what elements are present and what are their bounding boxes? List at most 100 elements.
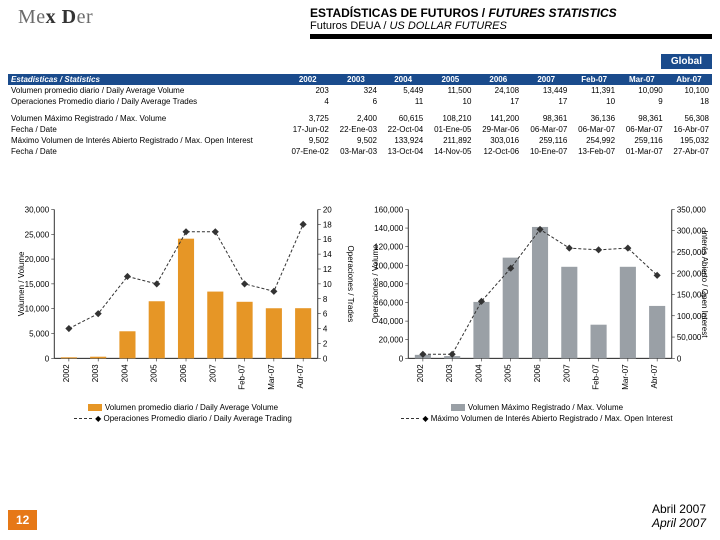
cell: 06-Mar-07	[522, 124, 570, 135]
cell: 211,892	[426, 135, 474, 146]
svg-text:2007: 2007	[208, 364, 217, 382]
chart-max-volume: 020,00040,00060,00080,000100,000120,0001…	[366, 184, 708, 424]
svg-text:4: 4	[323, 325, 328, 334]
svg-text:14: 14	[323, 250, 332, 259]
cell: 56,308	[666, 113, 712, 124]
svg-text:2: 2	[323, 339, 328, 348]
cell: 11,391	[570, 85, 618, 96]
col-header: 2002	[284, 74, 332, 85]
svg-text:2007: 2007	[562, 364, 571, 382]
svg-text:Abr-07: Abr-07	[296, 364, 305, 389]
cell: 2,400	[332, 113, 380, 124]
cell: 303,016	[474, 135, 522, 146]
cell: 9,502	[284, 135, 332, 146]
header-title-a: ESTADÍSTICAS DE FUTUROS /	[310, 6, 488, 20]
cell: 07-Ene-02	[284, 146, 332, 157]
legend-bar1: Volumen promedio diario / Daily Average …	[105, 403, 278, 412]
row-label: Fecha / Date	[8, 146, 284, 157]
cell: 22-Oct-04	[380, 124, 426, 135]
svg-text:18: 18	[323, 220, 332, 229]
legend-bar2: Volumen Máximo Registrado / Max. Volume	[468, 403, 623, 412]
cell: 10	[426, 96, 474, 107]
cell: 195,032	[666, 135, 712, 146]
row-label: Operaciones Promedio diario / Daily Aver…	[8, 96, 284, 107]
cell: 133,924	[380, 135, 426, 146]
header-sub-b: US DOLLAR FUTURES	[389, 20, 506, 32]
svg-text:12: 12	[323, 265, 332, 274]
svg-text:2006: 2006	[533, 364, 542, 382]
cell: 18	[666, 96, 712, 107]
cell: 13-Feb-07	[570, 146, 618, 157]
cell: 141,200	[474, 113, 522, 124]
cell: 9,502	[332, 135, 380, 146]
global-badge: Global	[661, 54, 712, 69]
footer-month-en: April 2007	[652, 516, 706, 530]
footer-date: Abril 2007 April 2007	[652, 502, 706, 530]
legend-dash-line2	[401, 418, 419, 419]
cell: 27-Abr-07	[666, 146, 712, 157]
svg-text:Operaciones / Trades: Operaciones / Trades	[346, 245, 354, 322]
svg-text:6: 6	[323, 310, 328, 319]
svg-text:350,000: 350,000	[677, 205, 707, 214]
cell: 9	[618, 96, 666, 107]
svg-text:2003: 2003	[91, 364, 100, 382]
cell: 13,449	[522, 85, 570, 96]
svg-text:0: 0	[677, 354, 682, 363]
col-header: 2004	[380, 74, 426, 85]
header-sub-a: Futuros DEUA /	[310, 20, 389, 32]
col-header: Estadísticas / Statistics	[8, 74, 284, 85]
col-header: 2003	[332, 74, 380, 85]
cell: 17	[474, 96, 522, 107]
col-header: Abr-07	[666, 74, 712, 85]
row-label: Fecha / Date	[8, 124, 284, 135]
svg-text:30,000: 30,000	[25, 205, 50, 214]
svg-text:2004: 2004	[120, 364, 129, 382]
cell: 24,108	[474, 85, 522, 96]
svg-text:Feb-07: Feb-07	[238, 364, 247, 390]
cell: 06-Mar-07	[570, 124, 618, 135]
cell: 06-Mar-07	[618, 124, 666, 135]
svg-text:2002: 2002	[62, 364, 71, 382]
cell: 259,116	[618, 135, 666, 146]
svg-text:10: 10	[323, 280, 332, 289]
page-number: 12	[8, 510, 37, 530]
cell: 259,116	[522, 135, 570, 146]
footer-month: Abril 2007	[652, 502, 706, 516]
header-rule	[310, 34, 712, 39]
cell: 10,090	[618, 85, 666, 96]
svg-text:10,000: 10,000	[25, 305, 50, 314]
cell: 5,449	[380, 85, 426, 96]
header-title-b: FUTURES STATISTICS	[488, 6, 616, 20]
col-header: Mar-07	[618, 74, 666, 85]
cell: 36,136	[570, 113, 618, 124]
svg-text:20: 20	[323, 205, 332, 214]
svg-text:60,000: 60,000	[379, 299, 404, 308]
svg-text:Feb-07: Feb-07	[592, 364, 601, 390]
cell: 11	[380, 96, 426, 107]
cell: 108,210	[426, 113, 474, 124]
svg-text:20,000: 20,000	[25, 255, 50, 264]
cell: 60,615	[380, 113, 426, 124]
row-label: Máximo Volumen de Interés Abierto Regist…	[8, 135, 284, 146]
svg-text:2006: 2006	[179, 364, 188, 382]
col-header: Feb-07	[570, 74, 618, 85]
svg-text:Mar-07: Mar-07	[621, 364, 630, 390]
header: ESTADÍSTICAS DE FUTUROS / FUTURES STATIS…	[310, 6, 712, 39]
cell: 17-Jun-02	[284, 124, 332, 135]
cell: 98,361	[618, 113, 666, 124]
svg-text:2002: 2002	[416, 364, 425, 382]
cell: 12-Oct-06	[474, 146, 522, 157]
legend-line2: Máximo Volumen de Interés Abierto Regist…	[431, 414, 673, 423]
svg-text:160,000: 160,000	[374, 205, 404, 214]
svg-text:8: 8	[323, 295, 328, 304]
row-label: Volumen promedio diario / Daily Average …	[8, 85, 284, 96]
svg-text:0: 0	[399, 354, 404, 363]
svg-text:50,000: 50,000	[677, 333, 702, 342]
cell: 4	[284, 96, 332, 107]
svg-text:2003: 2003	[445, 364, 454, 382]
row-label: Volumen Máximo Registrado / Max. Volume	[8, 113, 284, 124]
cell: 13-Oct-04	[380, 146, 426, 157]
cell: 01-Mar-07	[618, 146, 666, 157]
cell: 10-Ene-07	[522, 146, 570, 157]
cell: 22-Ene-03	[332, 124, 380, 135]
